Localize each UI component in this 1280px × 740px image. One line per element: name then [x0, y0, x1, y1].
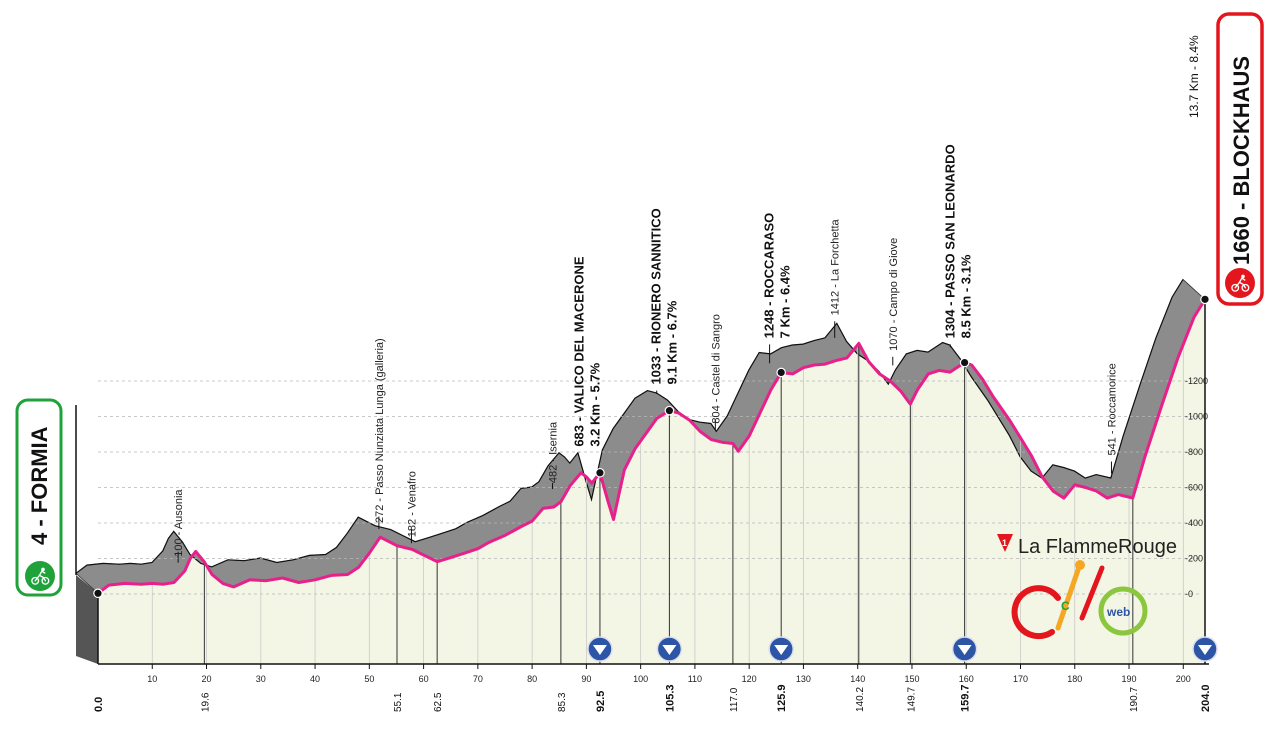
gpm-marker-arrow: [774, 645, 789, 655]
gpm-marker-arrow: [957, 645, 972, 655]
axis-layer: 10 20 30 40 50 60 70 80 90 100 110 120 130 140 150 160 1…: [93, 663, 1212, 712]
alt-tick-label: -0: [1185, 589, 1193, 599]
climb-summit-dot: [664, 405, 675, 416]
alt-tick-label: -400: [1185, 518, 1203, 528]
km-ref-label: 125.9: [776, 684, 788, 712]
waypoint-label: 1248 - ROCCARASO: [762, 213, 777, 339]
waypoint-label: 272 - Passo Nunziata Lunga (galleria): [374, 338, 386, 523]
km-tick-label: 130: [796, 674, 811, 684]
waypoint-label: 182 - Venafro: [406, 471, 418, 537]
waypoint-label: 1412 - La Forchetta: [830, 218, 842, 315]
waypoint-label: 541 - Roccamorice: [1106, 363, 1118, 455]
waypoint-label: 1033 - RIONERO SANNITICO: [649, 208, 664, 384]
km-tick-label: 140: [850, 674, 865, 684]
start-badge: 4 - FORMIA: [15, 398, 63, 597]
svg-text:1: 1: [1002, 538, 1007, 548]
km-tick-label: 120: [742, 674, 757, 684]
km-tick-label: 10: [147, 674, 157, 684]
waypoint-climb-info: 8.5 Km - 3.1%: [958, 254, 973, 338]
alt-tick-label: -600: [1185, 483, 1203, 493]
km-tick-label: 150: [904, 674, 919, 684]
km-tick-label: 100: [633, 674, 648, 684]
waypoint-climb-info: 9.1 Km - 6.7%: [665, 300, 680, 384]
waypoint-climb-info: 3.2 Km - 5.7%: [588, 362, 603, 446]
route-line: [97, 298, 1207, 595]
km-tick-label: 50: [364, 674, 374, 684]
climb-summit-dot: [959, 357, 970, 368]
la-flammerouge-logo: 1 La FlammeRouge: [997, 534, 1177, 558]
route-layer: [93, 294, 1218, 662]
alt-tick-label: -1200: [1185, 376, 1208, 386]
finish-climb: 13.7 Km - 8.4%: [1187, 35, 1201, 118]
alt-tick-label: -1000: [1185, 412, 1208, 422]
km-ref-label: 55.1: [393, 692, 404, 712]
km-ref-label: 19.6: [200, 692, 211, 712]
gpm-triangle-icon: [656, 636, 683, 662]
gpm-triangle-icon: [1192, 636, 1218, 662]
climb-summit-dot: [595, 467, 605, 478]
km-ref-label: 190.7: [1129, 687, 1140, 712]
gpm-triangle-icon: [951, 636, 978, 662]
climb-summit-dot: [1200, 294, 1210, 305]
waypoint-label: 1304 - PASSO SAN LEONARDO: [942, 144, 957, 338]
alt-tick-label: -200: [1185, 554, 1203, 564]
gpm-marker-arrow: [592, 645, 607, 655]
km-tick-label: 180: [1067, 674, 1082, 684]
waypoint-label: 100 - Ausonia: [173, 489, 185, 557]
km-tick-label: 90: [581, 674, 591, 684]
km-tick-label: 160: [959, 674, 974, 684]
km-ref-label: 85.3: [557, 692, 568, 712]
waypoint-label: 804 - Castel di Sangro: [710, 314, 722, 423]
svg-text:web: web: [1106, 605, 1130, 619]
brand-name: La FlammeRouge: [1018, 536, 1177, 558]
ciclo-web-logo: C web: [1011, 560, 1148, 640]
km-tick-label: 170: [1013, 674, 1028, 684]
km-ref-label: 62.5: [433, 692, 444, 712]
km-tick-label: 40: [310, 674, 320, 684]
km-tick-label: 190: [1122, 674, 1137, 684]
km-tick-label: 110: [688, 674, 702, 684]
start-badge-text: 4 - FORMIA: [27, 426, 52, 545]
km-tick-label: 80: [527, 674, 537, 684]
climb-summit-dot: [776, 367, 786, 378]
km-ref-label: 105.3: [664, 684, 676, 712]
climb-summit-dot: [93, 588, 103, 599]
waypoint-label: 1070 - Campo di Giove: [888, 238, 900, 351]
km-ref-label: 117.0: [729, 687, 740, 712]
gpm-marker-arrow: [662, 645, 677, 655]
km-ref-label: 140.2: [855, 687, 866, 712]
profile-top-edge: [75, 279, 1184, 574]
km-tick-label: 200: [1176, 674, 1191, 684]
km-ref-label: 92.5: [595, 691, 607, 712]
profile-area: [98, 299, 1205, 664]
svg-text:C: C: [1061, 599, 1070, 613]
waypoint-label-layer: 100 - Ausonia 272 - Passo Nunziata Lunga …: [173, 144, 1118, 563]
km-tick-label: 70: [473, 674, 483, 684]
gpm-triangle-icon: [587, 636, 613, 662]
grid-layer: -0 -200 -400 -600 -800 -1000 -1200: [75, 299, 1208, 664]
waypoint-label: 482 - Isernia: [548, 421, 560, 483]
km-tick-label: 60: [419, 674, 429, 684]
km-tick-label: 20: [202, 674, 212, 684]
km-tick-label: 30: [256, 674, 266, 684]
gpm-triangle-icon: [768, 636, 794, 662]
km-ref-label: 0.0: [93, 697, 105, 712]
km-ref-label: 204.0: [1200, 684, 1212, 712]
km-ref-label: 149.7: [906, 687, 917, 712]
alt-tick-label: -800: [1185, 447, 1203, 457]
finish-badge: 1660 - BLOCKHAUS: [1216, 12, 1264, 306]
km-ref-label: 159.7: [960, 684, 972, 712]
finish-badge-text: 1660 - BLOCKHAUS: [1229, 56, 1254, 265]
gpm-marker-arrow: [1198, 645, 1212, 655]
profile-wall: [76, 575, 98, 664]
waypoint-climb-info: 7 Km - 6.4%: [778, 265, 793, 338]
waypoint-label: 683 - VALICO DEL MACERONE: [572, 256, 587, 447]
